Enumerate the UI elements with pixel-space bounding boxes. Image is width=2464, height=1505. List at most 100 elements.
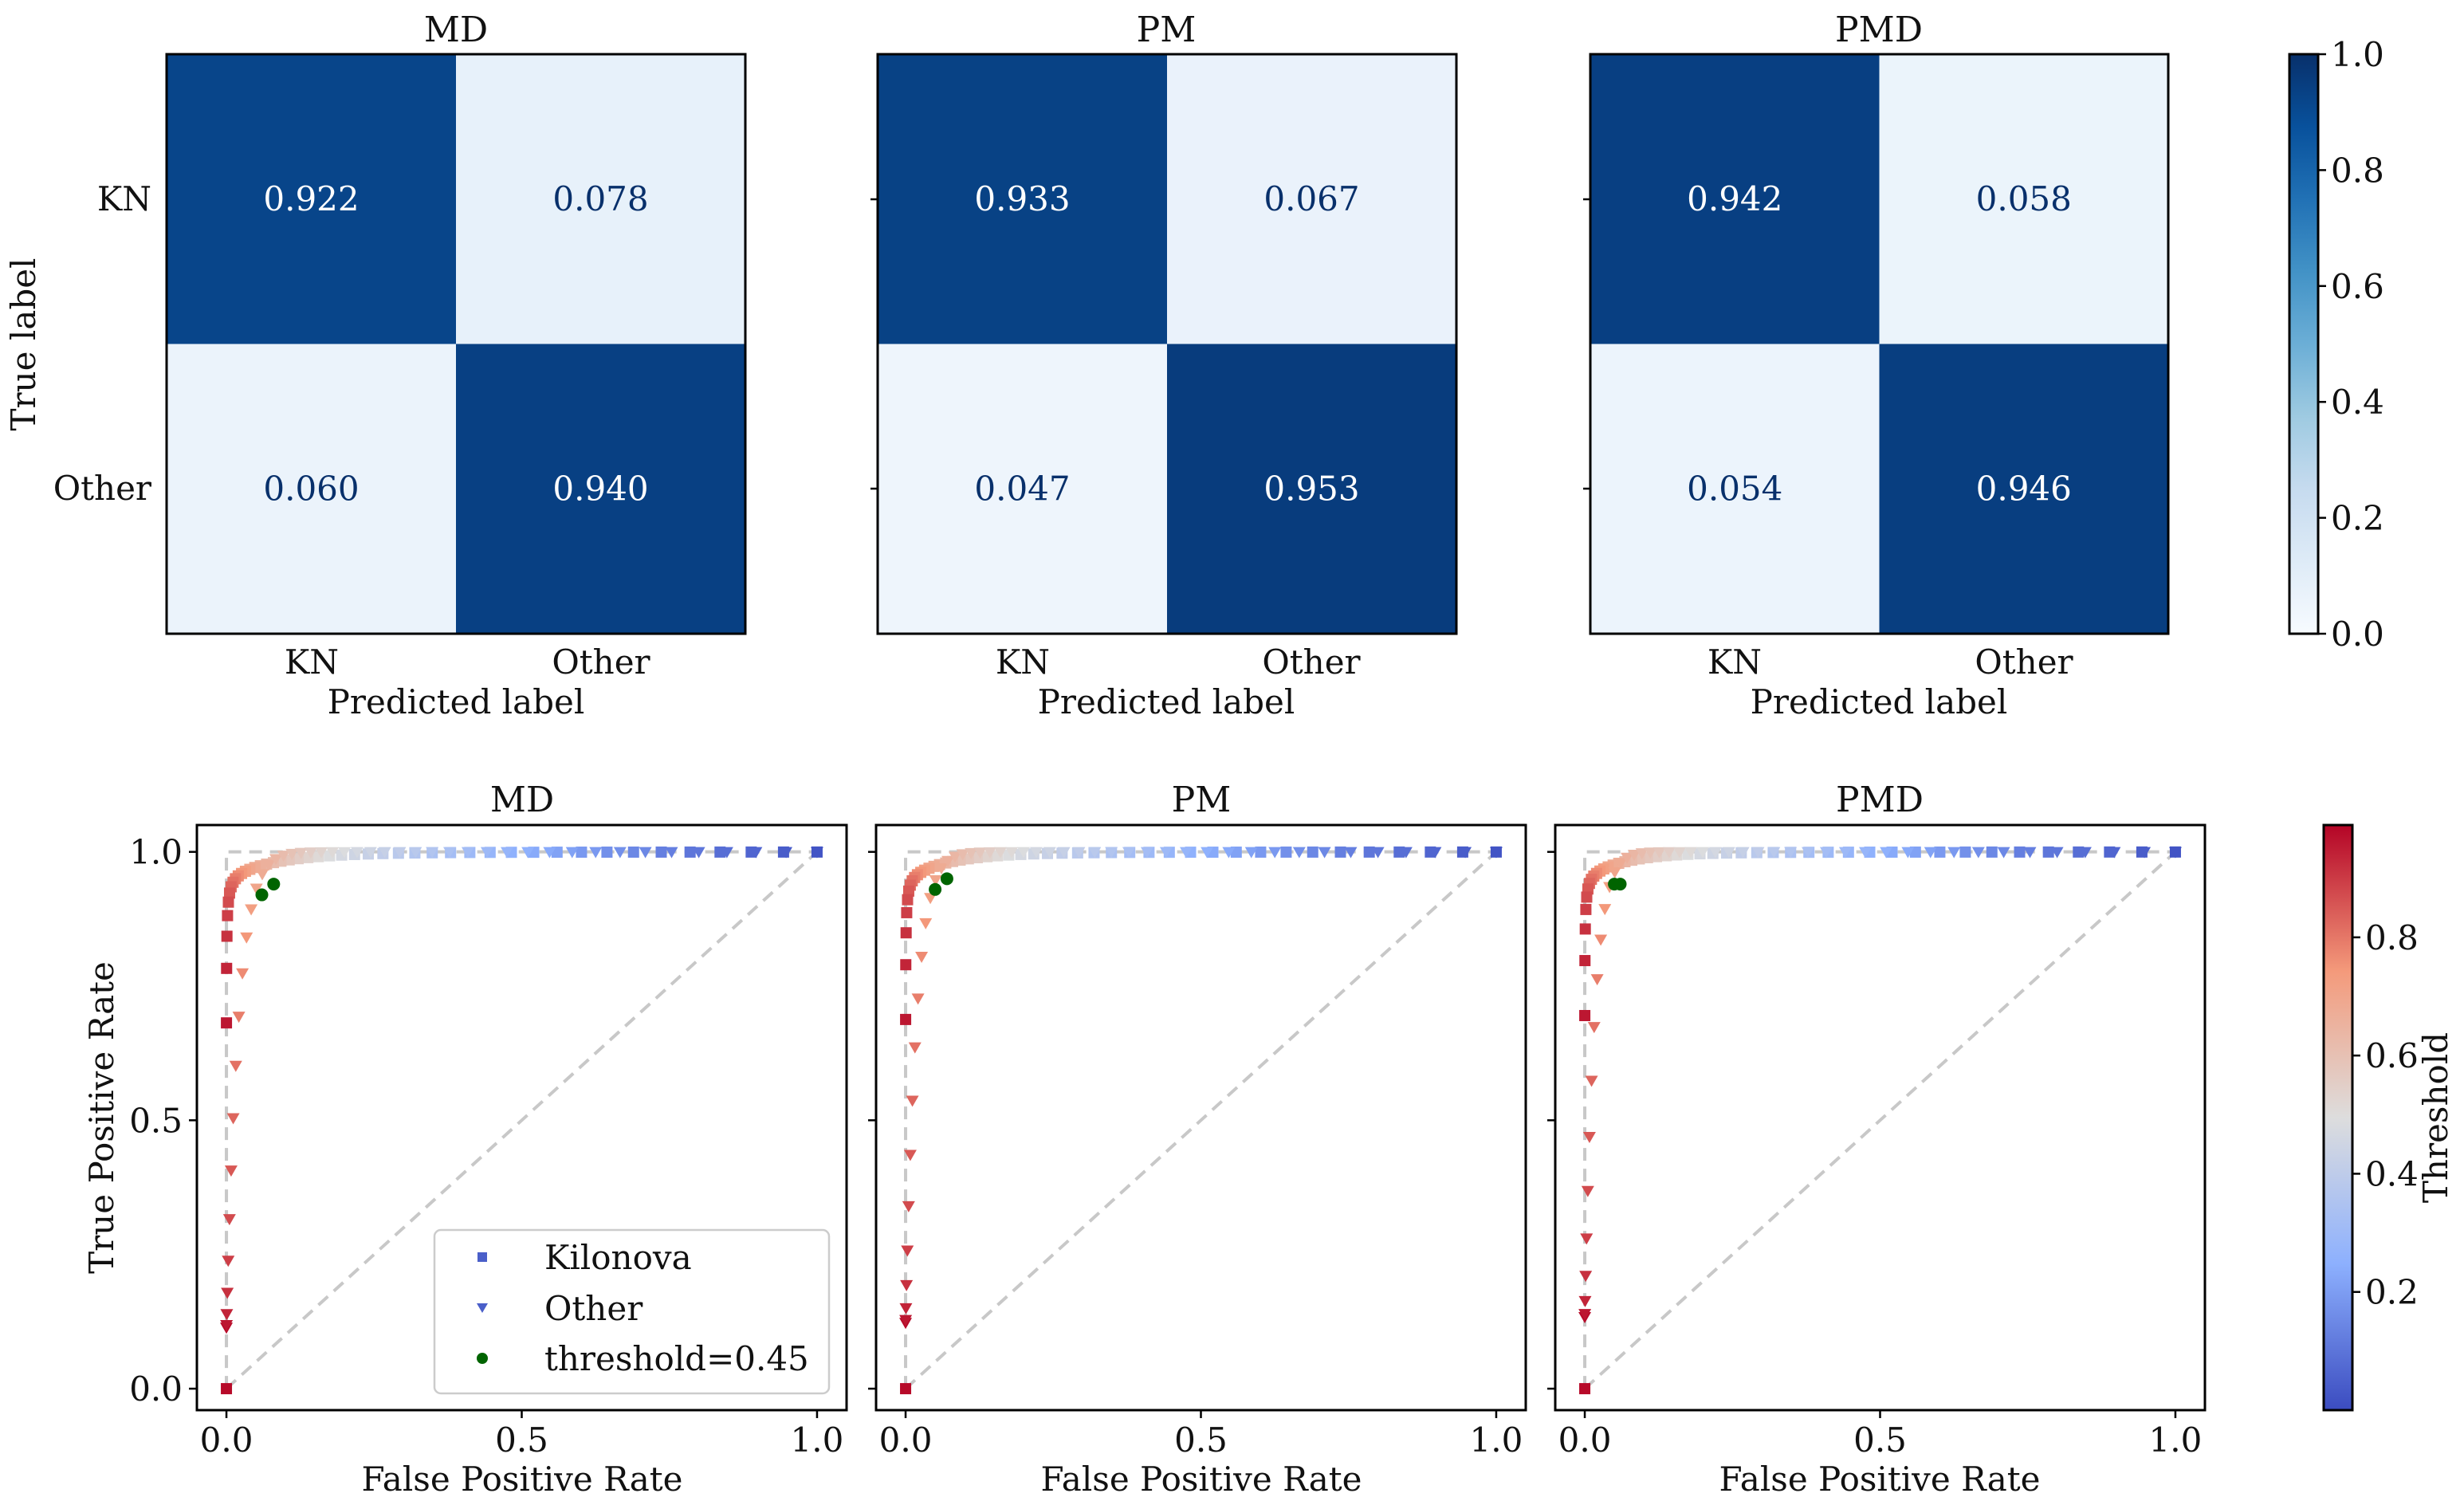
roc-point-other	[589, 847, 603, 859]
roc-point-other	[903, 1149, 917, 1161]
roc-point-other	[1621, 852, 1634, 864]
roc-point-other	[1684, 847, 1698, 859]
roc-title: MD	[490, 780, 554, 820]
cm-xtick-other: Other	[1975, 642, 2073, 682]
roc-panel-pmd: PMD 0.0 0.5 1.0 False Positive Rate	[1547, 780, 2207, 1499]
roc-point-other	[1578, 1295, 1592, 1307]
roc-point-other	[2168, 847, 2182, 859]
roc-point-other	[1579, 1271, 1593, 1283]
roc-point-other	[1057, 847, 1071, 859]
roc-point-other	[1318, 847, 1331, 859]
cm-xtick-kn: KN	[996, 642, 1050, 682]
roc-point-kilonova	[1580, 903, 1592, 915]
colorbar-tick-label: 0.6	[2365, 1036, 2419, 1075]
roc-point-kilonova	[1280, 846, 1292, 858]
roc-point-other	[924, 893, 937, 905]
cm-cell	[456, 344, 745, 634]
roc-diagonal	[1583, 851, 2177, 1390]
cm-cell-value: 0.047	[974, 469, 1070, 508]
roc-point-other	[226, 1113, 240, 1125]
roc-point-kilonova	[1334, 846, 1346, 858]
legend-label-kilonova: Kilonova	[544, 1238, 692, 1277]
roc-point-kilonova	[221, 930, 233, 942]
roc-point-other	[409, 847, 422, 859]
roc-point-other	[1587, 1022, 1601, 1034]
colorbar-ticks: 0.0 0.2 0.4 0.6 0.8 1.0	[2318, 35, 2384, 654]
roc-point-other	[277, 851, 290, 863]
roc-point-other	[965, 847, 978, 859]
roc-point-kilonova	[1579, 1383, 1591, 1395]
roc-point-other	[1017, 847, 1031, 859]
roc-point-other	[364, 847, 377, 859]
roc-point-other	[1159, 847, 1173, 859]
roc-point-threshold	[1613, 878, 1627, 891]
colorbar-label: Threshold	[2416, 1032, 2455, 1203]
roc-point-other	[1244, 847, 1258, 859]
roc-diagonal	[225, 851, 819, 1390]
roc-point-other	[378, 847, 391, 859]
roc-ytick-label: 1.0	[129, 833, 183, 872]
roc-point-kilonova	[1579, 923, 1591, 935]
roc-point-other	[1838, 847, 1852, 859]
roc-point-other	[901, 1245, 914, 1257]
roc-xtick-label: 0.5	[1174, 1421, 1228, 1460]
roc-point-kilonova	[221, 962, 233, 974]
roc-plot	[220, 846, 823, 1395]
roc-point-kilonova	[1579, 1010, 1591, 1022]
roc-point-other	[1652, 847, 1666, 859]
roc-point-other	[461, 847, 474, 859]
roc-point-kilonova	[684, 846, 696, 858]
roc-point-other	[222, 1255, 235, 1267]
cm-frame	[165, 53, 747, 635]
colorbar-tick-label: 0.2	[2365, 1273, 2419, 1312]
roc-title: PM	[1172, 780, 1232, 820]
cm-xlabel: Predicted label	[1038, 682, 1295, 721]
cm-xlabel: Predicted label	[1751, 682, 2008, 721]
roc-point-other	[780, 847, 793, 859]
roc-point-other	[220, 1319, 234, 1331]
roc-point-kilonova	[900, 959, 912, 971]
roc-xlabel: False Positive Rate	[1041, 1460, 1362, 1499]
roc-point-other	[501, 847, 514, 859]
colorbar-confusion: 0.0 0.2 0.4 0.6 0.8 1.0	[2288, 35, 2384, 654]
roc-point-other	[1608, 867, 1621, 879]
roc-point-other	[1924, 847, 1937, 859]
roc-point-other	[906, 1095, 919, 1107]
roc-point-other	[221, 1287, 234, 1299]
roc-point-other	[1005, 847, 1019, 859]
roc-point-other	[915, 952, 929, 964]
cm-cell	[1167, 54, 1456, 344]
roc-point-kilonova	[1363, 846, 1375, 858]
roc-point-other	[1819, 847, 1833, 859]
roc-xtick-label: 1.0	[2149, 1421, 2203, 1460]
roc-point-other	[232, 1012, 246, 1024]
cm-cell-value: 0.933	[974, 179, 1070, 218]
roc-point-other	[229, 1060, 242, 1072]
roc-xlabel: False Positive Rate	[362, 1460, 683, 1499]
cm-cell	[1167, 344, 1456, 634]
cm-cell-value: 0.054	[1687, 469, 1782, 508]
roc-point-kilonova	[902, 894, 914, 906]
roc-point-other	[720, 847, 733, 859]
roc-point-other	[240, 932, 253, 944]
colorbar-frame	[2288, 53, 2320, 635]
roc-point-kilonova	[2042, 846, 2054, 858]
colorbar-ticks: 0.2 0.4 0.6 0.8	[2352, 918, 2419, 1312]
roc-point-other	[1662, 847, 1676, 859]
roc-point-other	[1784, 847, 1798, 859]
roc-point-other	[1673, 847, 1686, 859]
roc-point-other	[393, 847, 407, 859]
roc-point-other	[1292, 847, 1306, 859]
legend-marker-other	[477, 1303, 488, 1313]
cm-cell-value: 0.078	[552, 179, 648, 218]
roc-axes: 0.0 0.5 1.0	[1547, 851, 2203, 1460]
confusion-matrix-pmd: PMD 0.942 0.058 0.054 0.946 KN Other Predic…	[1583, 10, 2170, 721]
roc-point-other	[543, 847, 556, 859]
roc-panel-md: MD 0.0 0.5 1.0 0.0 0.5 1.0 False Positive Rat…	[82, 780, 848, 1499]
roc-point-other	[1736, 847, 1750, 859]
roc-point-other	[1582, 1131, 1596, 1143]
roc-xtick-label: 0.5	[1853, 1421, 1907, 1460]
roc-point-other	[911, 993, 925, 1005]
roc-point-other	[220, 1309, 234, 1321]
